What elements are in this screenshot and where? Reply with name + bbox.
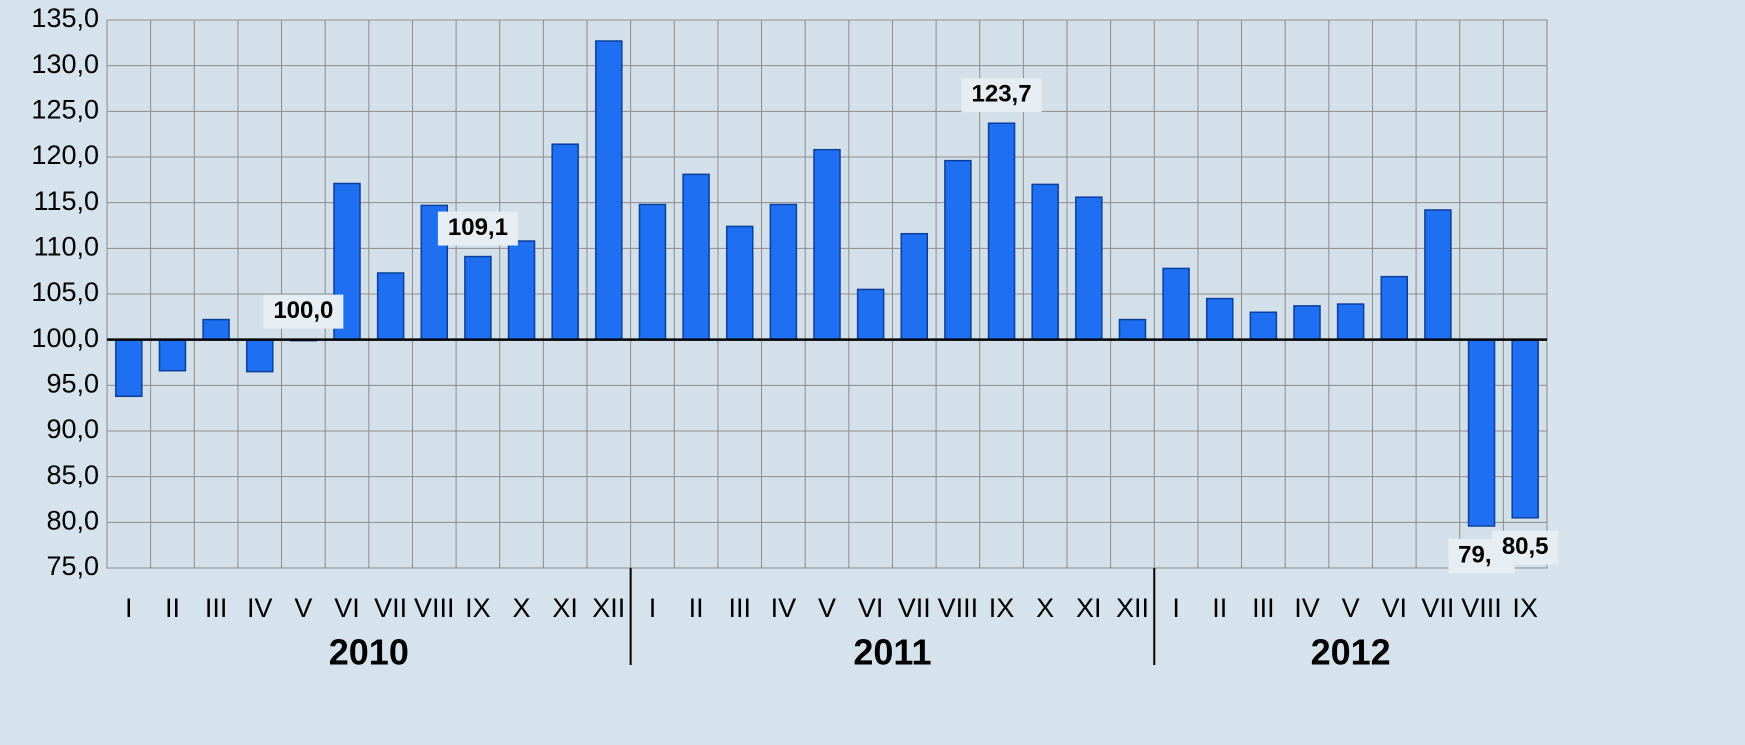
bar	[158, 338, 187, 372]
bar	[507, 240, 536, 341]
x-tick-label: IX	[989, 593, 1015, 623]
bar	[202, 318, 230, 341]
x-tick-label: VI	[334, 593, 360, 623]
x-tick-label: XI	[1076, 593, 1102, 623]
bar	[944, 159, 972, 341]
x-tick-label: VII	[374, 593, 407, 623]
x-tick-label: VIII	[1461, 593, 1502, 623]
x-tick-label: V	[818, 593, 836, 623]
x-tick-label: IX	[465, 593, 491, 623]
x-tick-label: IV	[771, 593, 797, 623]
value-label-box	[961, 78, 1042, 113]
value-label: 100,0	[273, 297, 333, 324]
x-tick-label: VIII	[938, 593, 979, 623]
bar	[1511, 338, 1539, 519]
bar	[725, 225, 754, 341]
bar	[1380, 275, 1409, 341]
x-tick-label: III	[728, 593, 751, 623]
bar	[1118, 318, 1147, 341]
bar	[1467, 338, 1496, 527]
x-tick-label: I	[1172, 593, 1180, 623]
x-tick-label: I	[125, 593, 133, 623]
bar	[1031, 183, 1059, 341]
y-tick-label: 80,0	[46, 505, 99, 535]
x-tick-label: VII	[1421, 593, 1454, 623]
x-tick-label: II	[165, 593, 180, 623]
bar	[769, 203, 798, 341]
y-tick-label: 110,0	[33, 231, 99, 261]
bar	[1336, 303, 1365, 341]
bar	[900, 232, 929, 341]
x-tick-label: XII	[592, 593, 625, 623]
bar	[638, 203, 667, 341]
y-tick-label: 105,0	[31, 277, 99, 307]
group-label: 2011	[853, 632, 931, 673]
x-tick-label: IV	[1294, 593, 1320, 623]
x-tick-label: VII	[898, 593, 931, 623]
bar	[1162, 267, 1190, 341]
x-tick-label: V	[294, 593, 312, 623]
value-label: 109,1	[448, 214, 508, 241]
y-tick-label: 120,0	[31, 140, 99, 170]
x-tick-label: XII	[1116, 593, 1149, 623]
group-label: 2012	[1311, 632, 1391, 673]
y-tick-label: 95,0	[46, 368, 99, 398]
bar	[464, 255, 492, 341]
x-tick-label: I	[649, 593, 657, 623]
value-label: 80,5	[1502, 533, 1549, 560]
x-tick-label: V	[1342, 593, 1360, 623]
bar	[376, 272, 405, 341]
x-tick-label: VI	[858, 593, 884, 623]
bar	[1075, 196, 1103, 341]
x-tick-label: III	[205, 593, 228, 623]
y-tick-label: 125,0	[31, 94, 99, 124]
bar	[1249, 311, 1278, 341]
bar	[987, 122, 1016, 341]
bar	[682, 173, 710, 341]
x-tick-label: XI	[552, 593, 578, 623]
x-tick-label: VI	[1382, 593, 1408, 623]
value-label-box	[437, 211, 518, 246]
bar	[115, 338, 143, 398]
y-tick-label: 85,0	[46, 460, 99, 490]
value-label-box	[263, 294, 344, 329]
x-tick-label: X	[513, 593, 531, 623]
x-tick-label: III	[1252, 593, 1275, 623]
y-tick-label: 90,0	[46, 414, 99, 444]
x-tick-label: II	[689, 593, 704, 623]
bar	[1205, 297, 1234, 341]
bar	[856, 288, 885, 341]
bar	[1424, 209, 1452, 341]
x-tick-label: II	[1212, 593, 1227, 623]
bar	[245, 338, 274, 373]
value-label: 123,7	[972, 81, 1032, 108]
bar	[551, 143, 579, 341]
y-tick-label: 100,0	[31, 323, 99, 353]
y-tick-label: 135,0	[31, 3, 99, 33]
bar	[595, 40, 623, 341]
x-tick-label: IV	[247, 593, 273, 623]
value-label-box	[1492, 530, 1559, 565]
y-tick-label: 115,0	[33, 186, 99, 216]
y-tick-label: 130,0	[31, 49, 99, 79]
x-tick-label: VIII	[414, 593, 455, 623]
group-label: 2010	[329, 632, 409, 673]
y-tick-label: 75,0	[46, 551, 99, 581]
x-tick-label: IX	[1512, 593, 1538, 623]
bar	[1293, 305, 1321, 341]
bar	[813, 148, 841, 341]
x-tick-label: X	[1036, 593, 1054, 623]
